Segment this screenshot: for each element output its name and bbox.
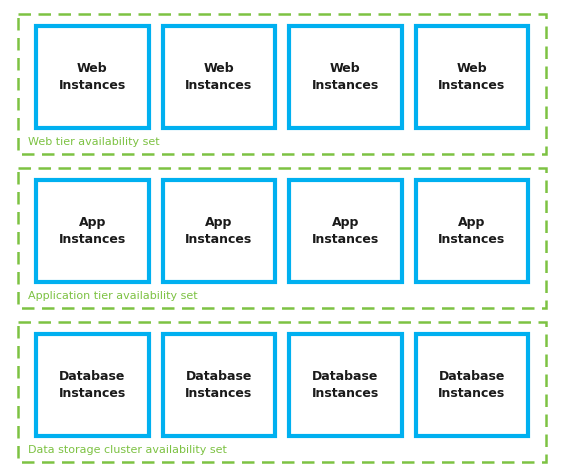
Bar bbox=[416, 334, 528, 436]
Bar bbox=[416, 180, 528, 282]
Bar bbox=[416, 26, 528, 128]
Bar bbox=[18, 322, 546, 462]
Text: Web
Instances: Web Instances bbox=[59, 62, 126, 92]
Bar bbox=[289, 26, 402, 128]
Text: Data storage cluster availability set: Data storage cluster availability set bbox=[28, 445, 227, 455]
Text: App
Instances: App Instances bbox=[185, 216, 252, 246]
Bar bbox=[36, 334, 148, 436]
Bar bbox=[162, 26, 275, 128]
Text: App
Instances: App Instances bbox=[59, 216, 126, 246]
Bar bbox=[36, 26, 148, 128]
Text: App
Instances: App Instances bbox=[438, 216, 505, 246]
Text: App
Instances: App Instances bbox=[312, 216, 379, 246]
Bar bbox=[162, 180, 275, 282]
Bar bbox=[36, 180, 148, 282]
Bar bbox=[18, 14, 546, 154]
Text: Database
Instances: Database Instances bbox=[438, 370, 505, 400]
Text: Web tier availability set: Web tier availability set bbox=[28, 137, 160, 147]
Bar bbox=[289, 180, 402, 282]
Text: Database
Instances: Database Instances bbox=[59, 370, 126, 400]
Text: Web
Instances: Web Instances bbox=[438, 62, 505, 92]
Bar bbox=[289, 334, 402, 436]
Text: Database
Instances: Database Instances bbox=[312, 370, 379, 400]
Bar bbox=[18, 168, 546, 308]
Text: Web
Instances: Web Instances bbox=[312, 62, 379, 92]
Text: Application tier availability set: Application tier availability set bbox=[28, 291, 197, 301]
Bar bbox=[162, 334, 275, 436]
Text: Web
Instances: Web Instances bbox=[185, 62, 252, 92]
Text: Database
Instances: Database Instances bbox=[185, 370, 252, 400]
